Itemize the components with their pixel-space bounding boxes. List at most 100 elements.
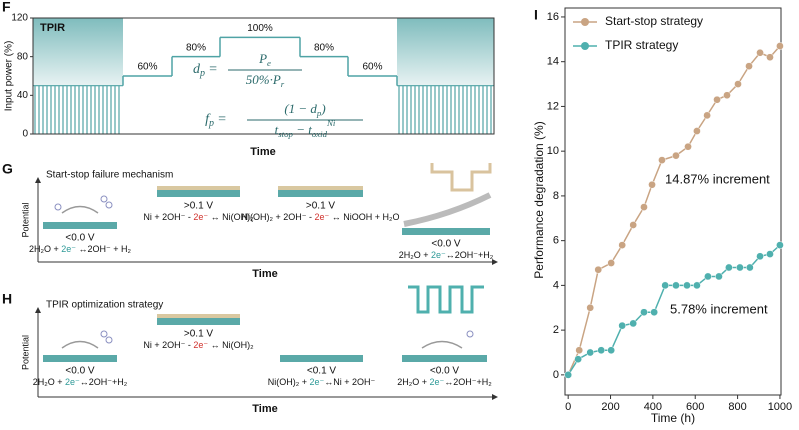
reaction-part: ↔2OH⁻ + H₂ [76, 244, 132, 254]
reaction: Ni(OH)₂ + 2e⁻↔Ni + 2OH⁻ [268, 377, 376, 387]
ni-oh-layer [157, 314, 240, 318]
y-tick-label: 8 [553, 190, 559, 202]
bubble [54, 203, 62, 211]
x-axis-label: Time [252, 403, 277, 415]
reaction-part: 2e⁻ [314, 212, 329, 222]
marker [703, 111, 711, 120]
math-sup: Ni [326, 118, 336, 128]
marker [723, 91, 731, 100]
reaction-part: Ni(OH)₂ + [268, 377, 310, 387]
marker [745, 62, 753, 71]
y-tick-label: 4 [553, 279, 559, 291]
panel-title: TPIR optimization strategy [46, 300, 163, 311]
marker [597, 346, 606, 355]
reaction-part: ↔2OH⁻+H₂ [446, 250, 494, 260]
math-base: − [293, 122, 308, 137]
bubble [466, 330, 474, 338]
marker [776, 241, 784, 249]
marker [715, 272, 723, 281]
equation-part: Pe​ [258, 51, 271, 68]
pulse-icon [408, 285, 484, 314]
y-tick-label: 120 [11, 13, 28, 24]
panel-label: H [2, 291, 12, 307]
marker [586, 303, 595, 312]
x-axis-label: Time (h) [651, 411, 695, 425]
legend-marker [581, 18, 589, 26]
y-tick-label: 40 [17, 90, 29, 101]
y-tick-label: 0 [553, 369, 559, 381]
panel-label: F [2, 0, 11, 15]
reaction: Ni + 2OH⁻ - 2e⁻ ↔ Ni(OH)₂ [143, 340, 254, 350]
annotation: 5.78% increment [670, 301, 768, 316]
y-tick-label: 0 [22, 129, 28, 140]
reaction-part: 2e⁻ [193, 212, 208, 222]
electrode [402, 355, 487, 362]
marker [746, 263, 754, 272]
marker [766, 250, 774, 258]
math-sub: p [316, 108, 322, 118]
x-tick-label: 600 [686, 401, 704, 413]
panel-label: G [2, 161, 13, 177]
marker [575, 346, 584, 355]
reaction-part: Ni(OH)₂ + 2OH⁻ - [241, 212, 314, 222]
equation-lhs: fp [205, 112, 214, 129]
marker [672, 281, 680, 290]
marker [564, 371, 573, 379]
value-label: 60% [137, 62, 157, 73]
electrode [402, 228, 490, 235]
electrode [280, 355, 363, 362]
y-axis-label: Input power (%) [4, 41, 15, 112]
catalyst-arc [421, 340, 463, 349]
y-tick-label: 80 [17, 51, 29, 62]
marker [658, 156, 666, 164]
math-sub: p [199, 68, 205, 79]
panel-label: I [534, 7, 538, 23]
y-axis-label: Potential [20, 202, 30, 237]
y-tick-label: 2 [553, 324, 559, 336]
value-label: 100% [247, 23, 273, 34]
equation-part: 50%·Pr​ [246, 72, 285, 89]
tpir-region [397, 18, 494, 86]
potential-label: <0.1 V [307, 366, 337, 377]
reaction-part: 2H₂O + [33, 377, 65, 387]
reaction-part: 2e⁻ [61, 244, 76, 254]
math-sub: r [281, 79, 285, 89]
pulse-icon [430, 163, 492, 192]
math-base: t [308, 122, 312, 137]
marker [704, 272, 712, 281]
y-tick-label: 12 [547, 100, 559, 112]
x-tick-label: 800 [728, 401, 746, 413]
x-axis-label: Time [252, 268, 277, 280]
math-sub: p [208, 118, 214, 129]
legend-label: TPIR strategy [605, 38, 678, 52]
x-tick-label: 400 [644, 401, 662, 413]
reaction: Ni(OH)₂ + 2OH⁻ - 2e⁻ ↔ NiOOH + H₂O [241, 212, 399, 222]
electrode [278, 190, 363, 197]
x-tick-label: 1000 [768, 401, 792, 413]
reaction: 2H₂O + 2e⁻ ↔2OH⁻ + H₂ [29, 244, 132, 254]
math-sub: oxid [312, 129, 328, 139]
y-tick-label: 16 [547, 11, 559, 23]
bubble [105, 336, 113, 344]
reaction: 2H₂O + 2e⁻↔2OH⁻+H₂ [399, 250, 494, 260]
y-tick-label: 14 [547, 56, 559, 68]
marker [734, 80, 742, 88]
reaction-part: Ni + 2OH⁻ - [143, 212, 193, 222]
y-axis-label: Performance degradation (%) [532, 121, 546, 278]
potential-label: <0.0 V [430, 366, 460, 377]
equation-part: tstop​ − toxidNi​ [275, 118, 336, 139]
marker [629, 319, 638, 328]
potential-label: >0.1 V [184, 201, 214, 212]
math-base: t [275, 122, 279, 137]
reaction-part: 2e⁻ [429, 377, 444, 387]
reaction-part: ↔2OH⁻+H₂ [444, 377, 492, 387]
marker [756, 48, 764, 57]
potential-label: <0.0 V [65, 366, 95, 377]
math-base: f [205, 112, 211, 127]
marker [574, 355, 582, 364]
icons [54, 163, 492, 349]
ni-oh-layer [157, 186, 240, 190]
marker [618, 321, 627, 330]
electrode [157, 318, 240, 325]
